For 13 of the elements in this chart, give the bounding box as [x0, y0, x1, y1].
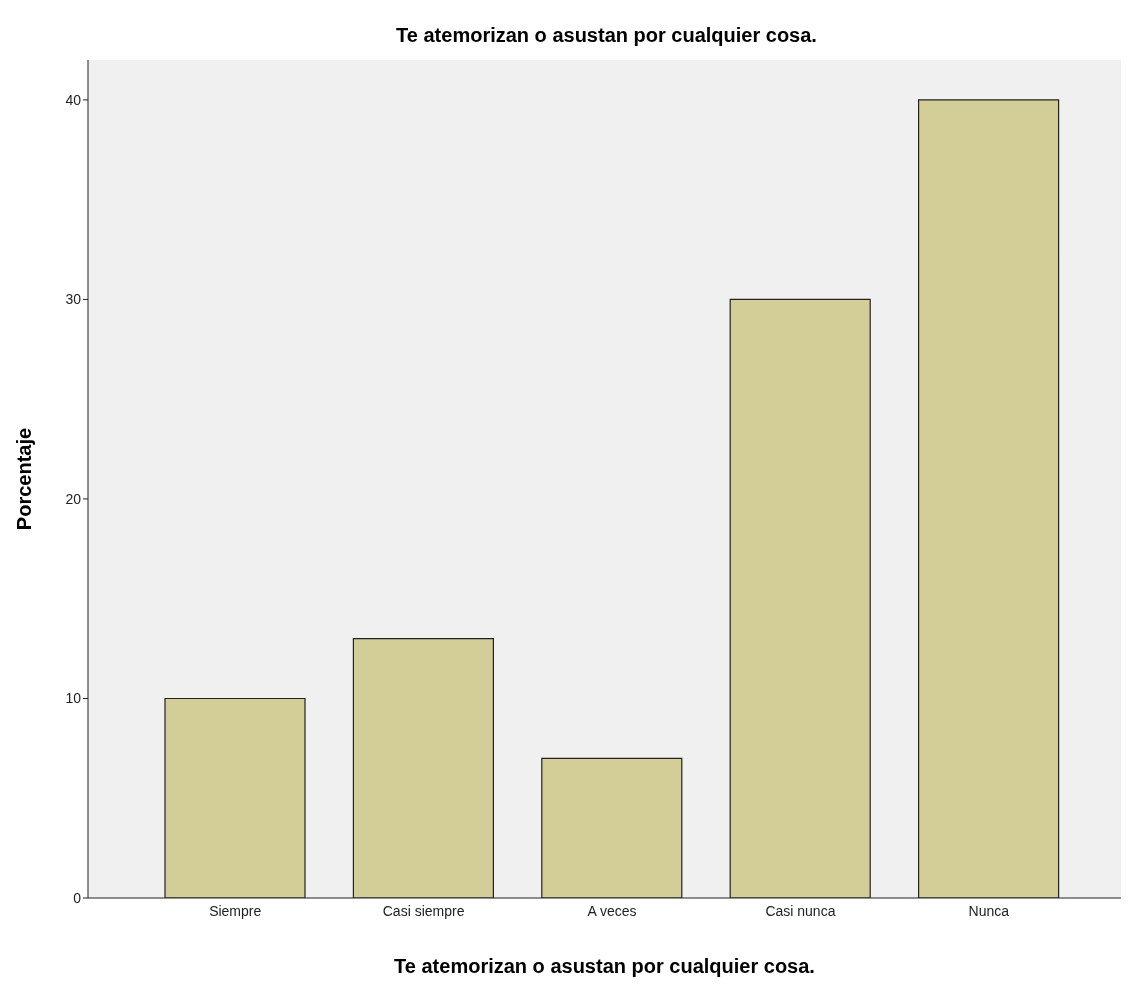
x-tick-label: Casi siempre [382, 902, 465, 919]
y-tick-label: 40 [65, 91, 82, 108]
chart-title: Te atemorizan o asustan por cualquier cosa. [395, 24, 818, 47]
y-tick-label: 30 [65, 291, 82, 308]
x-tick-label: Siempre [209, 902, 262, 919]
x-tick-label: Nunca [968, 902, 1010, 919]
x-tick-label: A veces [587, 902, 637, 919]
y-tick-label: 20 [65, 490, 82, 507]
y-tick-label: 0 [73, 889, 82, 906]
y-tick-label: 10 [65, 690, 82, 707]
x-axis-title: Te atemorizan o asustan por cualquier cosa. [394, 955, 815, 977]
x-tick-label: Casi nunca [765, 902, 836, 919]
y-axis-title: Porcentaje [13, 427, 36, 531]
